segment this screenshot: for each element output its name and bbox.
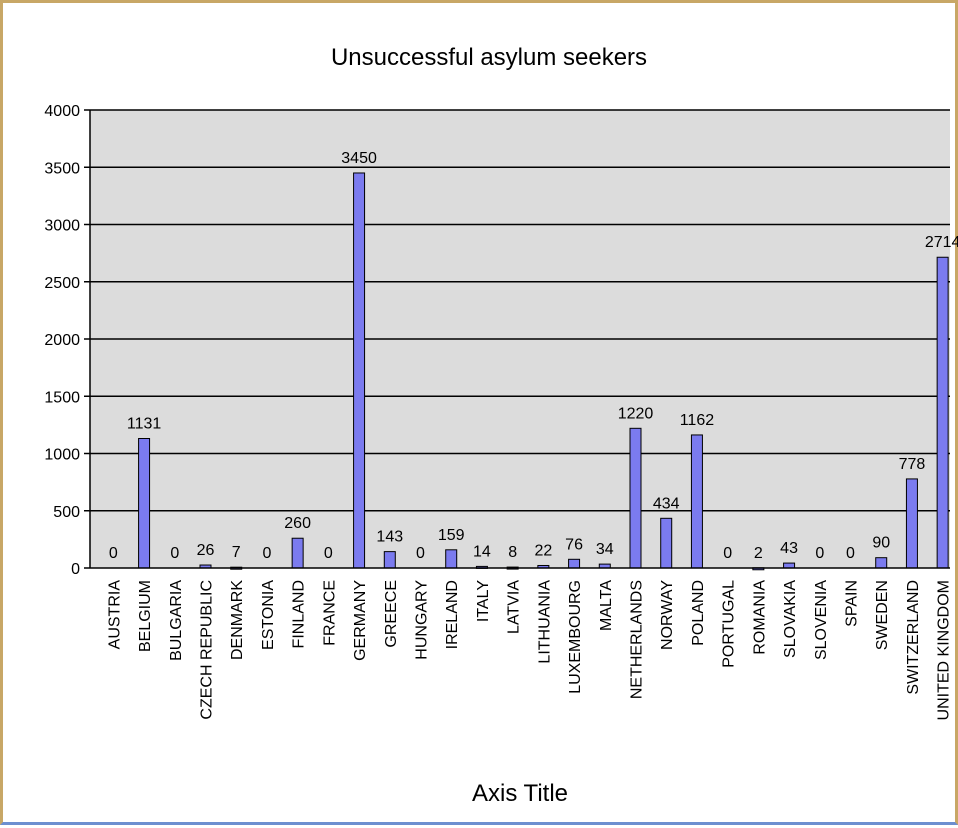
data-label: 0 <box>262 545 271 562</box>
x-category-label: HUNGARY <box>414 580 431 660</box>
x-category-label: BELGIUM <box>137 580 154 652</box>
data-label: 434 <box>653 495 680 512</box>
bar <box>629 427 642 569</box>
x-category-label: SWEDEN <box>874 580 891 650</box>
x-category-label: NETHERLANDS <box>629 580 646 699</box>
x-category-label: PORTUGAL <box>721 580 738 668</box>
data-label: 1162 <box>680 412 715 429</box>
axes <box>89 110 950 569</box>
y-tick-label: 1500 <box>44 389 80 406</box>
x-category-label: ITALY <box>475 580 492 622</box>
y-tick-label: 2000 <box>44 332 80 349</box>
data-label: 143 <box>376 529 403 546</box>
y-tick-label: 1000 <box>44 447 80 464</box>
data-label: 76 <box>565 536 583 553</box>
data-label: 22 <box>534 542 552 559</box>
data-label: 778 <box>899 456 926 473</box>
x-category-label: UNITED KINGDOM <box>936 580 953 720</box>
data-label: 1220 <box>618 405 654 422</box>
x-category-label: CZECH REPUBLIC <box>199 580 216 720</box>
bar <box>568 558 581 569</box>
data-label: 0 <box>324 545 333 562</box>
x-category-label: SWITZERLAND <box>905 580 922 695</box>
bar <box>445 549 458 569</box>
x-category-label: SLOVENIA <box>813 580 830 660</box>
y-tick-label: 3500 <box>44 160 80 177</box>
x-category-label: GREECE <box>383 580 400 648</box>
y-tick-labels: 0 500 1000 1500 2000 2500 3000 3500 4000 <box>44 103 80 578</box>
x-category-label: SPAIN <box>844 580 861 627</box>
data-labels: 0 1131 0 26 7 0 260 0 3450 143 0 159 14 8 22 76 34 1220 43… <box>109 150 958 562</box>
bar-chart: Unsuccessful asylum seekers 0 1131 0 26 7 0 26… <box>44 44 958 807</box>
y-tick-label: 500 <box>53 504 80 521</box>
y-tick-label: 3000 <box>44 218 80 235</box>
data-label: 2714 <box>925 234 958 251</box>
x-category-label: ROMANIA <box>751 580 768 655</box>
bar <box>353 172 366 569</box>
x-category-label: AUSTRIA <box>106 580 123 650</box>
data-label: 0 <box>815 545 824 562</box>
x-category-label: LUXEMBOURG <box>567 580 584 694</box>
data-label: 14 <box>473 543 491 560</box>
x-category-label: NORWAY <box>659 580 676 650</box>
x-category-label: LITHUANIA <box>536 580 553 664</box>
x-category-label: GERMANY <box>352 580 369 661</box>
bar <box>875 557 888 569</box>
y-tick-label: 0 <box>71 561 80 578</box>
bar <box>905 478 918 569</box>
x-category-labels: AUSTRIA BELGIUM BULGARIA CZECH REPUBLIC DENM… <box>106 580 952 721</box>
bar <box>936 256 949 569</box>
x-category-label: DENMARK <box>229 580 246 660</box>
bar <box>291 537 304 569</box>
x-category-label: MALTA <box>598 580 615 631</box>
data-label: 0 <box>846 545 855 562</box>
data-label: 7 <box>232 544 241 561</box>
x-category-label: FINLAND <box>291 580 308 648</box>
x-category-label: FRANCE <box>321 580 338 646</box>
y-tick-label: 2500 <box>44 275 80 292</box>
bar <box>660 517 673 569</box>
data-label: 8 <box>508 544 517 561</box>
y-tick-label: 4000 <box>44 103 80 120</box>
bar <box>383 551 396 569</box>
x-category-label: SLOVAKIA <box>782 580 799 658</box>
data-label: 0 <box>416 545 425 562</box>
data-label: 0 <box>723 545 732 562</box>
bar <box>138 438 151 569</box>
data-label: 0 <box>170 545 179 562</box>
x-category-label: ESTONIA <box>260 580 277 650</box>
bar <box>690 434 703 569</box>
x-category-label: BULGARIA <box>168 580 185 661</box>
data-label: 3450 <box>341 150 377 167</box>
data-label: 26 <box>197 542 215 559</box>
data-label: 2 <box>754 545 763 562</box>
data-label: 0 <box>109 545 118 562</box>
gridlines <box>84 109 950 569</box>
data-label: 260 <box>284 515 311 532</box>
x-category-label: IRELAND <box>444 580 461 649</box>
x-category-label: POLAND <box>690 580 707 646</box>
data-label: 159 <box>438 527 465 544</box>
data-label: 43 <box>780 540 798 557</box>
data-label: 1131 <box>127 416 162 433</box>
data-label: 90 <box>872 535 890 552</box>
x-category-label: LATVIA <box>506 580 523 634</box>
chart-title: Unsuccessful asylum seekers <box>331 44 647 71</box>
data-label: 34 <box>596 541 614 558</box>
x-axis-title: Axis Title <box>472 780 568 807</box>
